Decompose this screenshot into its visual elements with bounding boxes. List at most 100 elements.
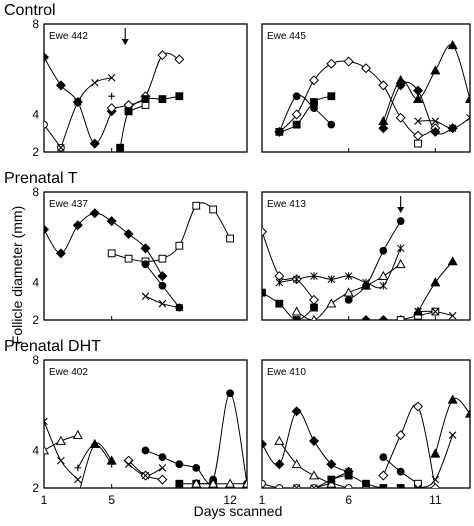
data-point [89,208,100,219]
ewe-label: Ewe 442 [49,31,88,42]
data-point [157,50,168,61]
data-point [44,445,50,455]
data-point [292,92,301,101]
panel-frame [43,359,248,489]
series-line [262,410,349,473]
data-point [431,117,440,125]
data-point [72,220,83,231]
data-point [55,435,66,445]
data-point [414,484,422,488]
ewe-label: Ewe 445 [267,31,306,42]
group-title: Prenatal T [4,170,78,187]
data-point [448,311,457,320]
data-point [275,278,284,287]
data-point [174,54,185,65]
data-point [241,478,247,488]
data-point [141,260,150,269]
data-point [379,246,388,255]
data-point [344,272,353,280]
series-line [79,442,113,488]
series-line [417,261,454,312]
series-area [44,389,247,488]
data-point [275,299,284,308]
data-point [57,143,65,152]
data-point [44,224,50,235]
y-tick-label: 2 [32,481,39,495]
series-line [60,77,112,148]
data-point [395,74,406,85]
data-point [74,464,82,472]
x-tick-label: 11 [429,493,442,507]
ewe-label: Ewe 410 [267,367,306,378]
panel-1-1: Ewe 413 [261,191,471,321]
data-point [308,470,320,480]
panel-0-1: Ewe 445 [261,23,471,153]
data-point [464,93,470,103]
data-point [106,103,117,114]
data-point [430,448,441,458]
data-point [262,288,266,297]
data-point [158,453,167,462]
data-point [291,306,302,316]
data-point [412,401,424,412]
series-line [44,421,79,480]
data-point [327,475,336,484]
data-point [378,314,389,320]
data-point [414,307,422,316]
data-point [208,478,219,488]
data-point [89,138,100,149]
data-point [430,65,441,75]
panel-frame [261,359,471,489]
data-point [310,104,318,112]
x-tick-label: 1 [259,493,266,507]
arrow-head-icon [397,207,405,213]
data-point [106,216,117,227]
data-point [326,298,337,308]
data-point [157,271,168,282]
data-point [396,484,405,488]
group-2: Prenatal DHT 2 4 8 Ewe 402 1 5 12 Ewe 410 1 6 11 [4,338,471,507]
data-point [192,201,201,210]
data-point [44,52,50,63]
data-point [291,109,302,120]
y-tick-label: 8 [32,17,39,31]
x-axis-title: Days scanned [194,503,283,519]
data-point [344,295,353,304]
data-point [291,406,302,417]
data-point [310,303,318,312]
data-point [326,459,337,470]
data-point [360,314,372,320]
series-line [348,220,402,301]
data-point [310,484,318,488]
data-point [225,478,236,488]
group-title: Prenatal DHT [4,338,101,355]
data-point [191,478,202,488]
data-point [464,408,470,418]
x-tick-label: 5 [108,493,115,507]
data-point [430,126,441,137]
y-axis-title: Follicle diameter (mm) [9,206,25,344]
data-point [344,484,353,488]
data-point [378,115,389,126]
panel-frame [261,191,471,321]
data-point [431,475,440,484]
data-point [327,92,336,101]
x-tick-label: 12 [223,493,237,507]
data-point [378,270,389,280]
data-point [292,484,301,488]
series-line [278,60,436,137]
data-point [107,249,116,258]
data-point [292,316,301,320]
data-point [310,484,318,488]
data-point [378,470,389,481]
data-point [308,294,320,305]
data-point [327,275,336,284]
series-line [44,124,62,149]
series-line [382,404,436,488]
data-point [327,120,336,129]
data-point [379,484,388,488]
series-line [278,94,332,133]
data-point [448,124,457,132]
data-point [116,143,125,152]
